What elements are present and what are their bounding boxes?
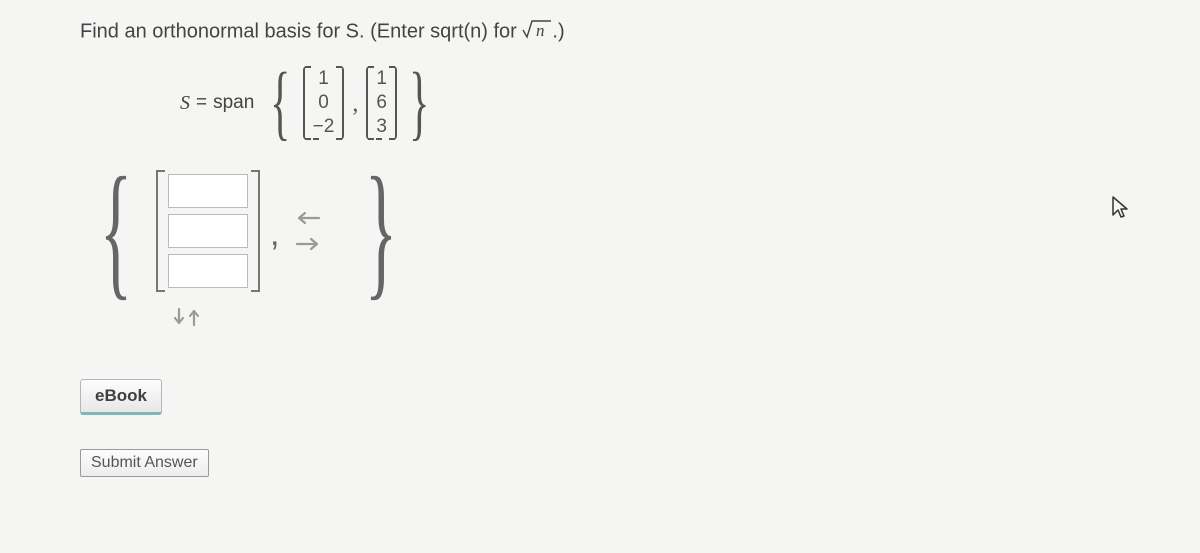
v2-entry-3: 3	[376, 116, 387, 138]
answer-v1-entry-2[interactable]	[168, 214, 248, 248]
ebook-button[interactable]: eBook	[80, 379, 162, 415]
right-brace-icon: }	[409, 74, 429, 133]
v1-entry-3: −2	[313, 116, 335, 138]
answer-vector-1	[156, 170, 260, 292]
span-label: span	[213, 92, 254, 114]
answer-v1-entry-1[interactable]	[168, 174, 248, 208]
row-swap-controls	[170, 306, 1120, 333]
span-definition: S = span { 1 0 −2 , 1 6 3	[180, 66, 1120, 140]
vector-nav-arrows	[295, 210, 321, 252]
vector-1: 1 0 −2	[303, 66, 345, 140]
v2-entry-2: 6	[376, 92, 387, 114]
arrow-down-icon[interactable]	[175, 309, 183, 323]
radicand: n	[536, 21, 545, 40]
problem-prompt: Find an orthonormal basis for S. (Enter …	[80, 18, 1120, 46]
answer-separator: ,	[270, 215, 279, 292]
v1-entry-1: 1	[318, 68, 329, 90]
vector-separator: ,	[352, 91, 358, 140]
sqrt-expression: n	[522, 18, 552, 46]
answer-set: { , }	[80, 170, 1120, 292]
arrow-right-icon[interactable]	[295, 236, 321, 252]
answer-right-brace-icon: }	[365, 182, 397, 280]
cursor-icon	[1110, 195, 1130, 226]
prompt-text-before: Find an orthonormal basis for S. (Enter …	[80, 20, 522, 42]
equals-sign: =	[196, 92, 207, 114]
arrow-up-icon[interactable]	[190, 311, 198, 325]
submit-answer-button[interactable]: Submit Answer	[80, 449, 209, 477]
arrow-left-icon[interactable]	[295, 210, 321, 226]
lhs-variable: S	[180, 92, 190, 115]
answer-left-brace-icon: {	[100, 182, 132, 280]
answer-v1-entry-3[interactable]	[168, 254, 248, 288]
left-brace-icon: {	[270, 74, 290, 133]
v2-entry-1: 1	[376, 68, 387, 90]
prompt-text-after: .)	[552, 20, 564, 42]
v1-entry-2: 0	[318, 92, 329, 114]
vector-2: 1 6 3	[366, 66, 397, 140]
